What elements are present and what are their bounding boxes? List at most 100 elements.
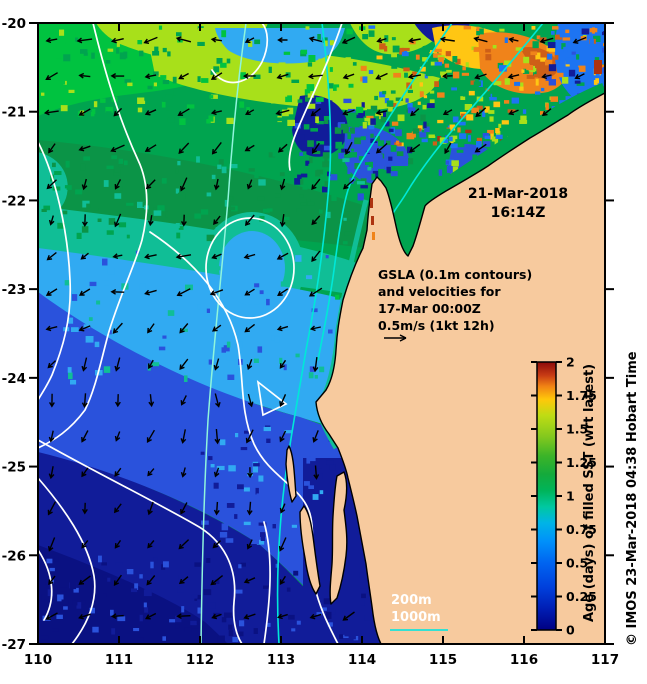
colorbar-tick-label: 1.75 xyxy=(566,388,597,403)
velocity-arrow xyxy=(474,143,487,153)
velocity-arrow xyxy=(311,142,320,154)
depth-1000m-label: 1000m xyxy=(391,610,441,625)
velocity-arrow xyxy=(178,142,190,154)
velocity-arrow xyxy=(114,179,122,190)
velocity-arrow xyxy=(114,431,121,442)
land-layer xyxy=(285,60,605,644)
velocity-arrow xyxy=(113,107,123,117)
velocity-arrow xyxy=(146,429,156,443)
velocity-arrow xyxy=(409,143,421,153)
velocity-arrow xyxy=(210,72,223,80)
velocity-arrow xyxy=(45,37,58,44)
velocity-arrow xyxy=(541,108,552,117)
velocity-arrow xyxy=(81,502,88,515)
velocity-arrow xyxy=(178,576,189,585)
velocity-arrow xyxy=(148,359,154,370)
velocity-arrow xyxy=(78,108,91,116)
velocity-arrow xyxy=(145,179,156,190)
colorbar-tick-label: 0 xyxy=(566,623,575,638)
velocity-arrow xyxy=(175,253,192,260)
velocity-arrow xyxy=(507,73,520,80)
map-datetime-annotation: 21-Mar-2018 16:14Z xyxy=(437,185,599,223)
velocity-arrow xyxy=(213,358,220,371)
velocity-arrow xyxy=(177,108,190,116)
x-tick-label: 110 xyxy=(24,652,52,668)
x-tick-label: 117 xyxy=(591,652,619,668)
mainland-coastline xyxy=(315,92,605,644)
velocity-arrow xyxy=(144,73,157,80)
velocity-arrow xyxy=(78,575,91,585)
velocity-arrow xyxy=(81,357,88,372)
dirk-hartog-island xyxy=(299,505,321,595)
velocity-arrow xyxy=(275,109,290,116)
colorbar-tick-label: 1.25 xyxy=(566,455,597,470)
colorbar-tick-label: 0.75 xyxy=(566,522,597,537)
velocity-arrow xyxy=(574,73,585,80)
gsla-line1: GSLA (0.1m contours) xyxy=(378,267,533,282)
y-tick-label: -21 xyxy=(2,105,26,121)
velocity-arrow xyxy=(247,393,254,408)
velocity-arrow xyxy=(210,575,224,586)
velocity-arrow xyxy=(276,325,289,332)
velocity-arrow xyxy=(81,393,88,409)
velocity-arrow xyxy=(279,430,287,443)
nearshore-band xyxy=(405,83,605,217)
velocity-arrow xyxy=(279,575,286,585)
velocity-arrow xyxy=(444,142,452,155)
colorbar-bar xyxy=(536,361,557,631)
velocity-arrow xyxy=(110,288,125,295)
velocity-arrow xyxy=(243,253,256,260)
velocity-arrow xyxy=(212,540,221,549)
velocity-arrow xyxy=(376,37,387,44)
time-text: 16:14Z xyxy=(490,205,546,221)
velocity-arrow xyxy=(144,253,157,260)
velocity-arrow xyxy=(112,322,123,334)
velocity-arrow xyxy=(78,72,91,79)
velocity-arrow xyxy=(345,141,353,155)
velocity-arrow xyxy=(277,143,288,153)
velocity-arrow xyxy=(442,73,453,80)
velocity-arrow xyxy=(180,467,187,478)
x-tick-label: 111 xyxy=(105,652,133,668)
y-tick-label: -23 xyxy=(2,282,26,298)
velocity-arrow xyxy=(278,537,287,552)
y-tick-label: -26 xyxy=(2,548,26,564)
velocity-arrow xyxy=(242,73,256,80)
velocity-arrow xyxy=(310,108,321,117)
velocity-arrow xyxy=(309,325,321,332)
velocity-arrow xyxy=(407,73,422,80)
velocity-arrow xyxy=(180,395,187,406)
velocity-arrow xyxy=(213,178,220,191)
velocity-arrow xyxy=(176,288,191,297)
velocity-arrow xyxy=(147,501,154,516)
velocity-arrow xyxy=(308,36,323,43)
sst-age-raster-layer xyxy=(38,23,605,644)
y-tick-label: -24 xyxy=(2,371,26,387)
gsla-line2: and velocities for xyxy=(378,284,501,299)
velocity-arrow xyxy=(246,179,253,190)
velocity-arrow xyxy=(410,108,420,117)
velocity-arrow xyxy=(211,324,222,332)
velocity-arrow xyxy=(313,465,320,480)
velocity-arrow xyxy=(209,289,224,296)
velocity-arrow-field xyxy=(43,36,587,621)
velocity-arrow xyxy=(143,36,158,44)
velocity-arrow xyxy=(508,36,519,43)
velocity-arrow xyxy=(244,37,255,44)
velocity-arrow xyxy=(375,72,388,80)
velocity-arrow xyxy=(539,37,554,44)
velocity-arrow xyxy=(213,501,220,516)
velocity-scale-arrow xyxy=(384,334,407,342)
velocity-arrow xyxy=(311,215,321,226)
gsla-line3: 17-Mar 00:00Z xyxy=(378,301,481,316)
velocity-arrow xyxy=(78,613,91,620)
y-tick-label: -20 xyxy=(2,16,26,32)
velocity-arrow xyxy=(279,178,286,191)
colorbar-tick-label: 0.5 xyxy=(566,556,588,571)
velocity-arrow xyxy=(46,179,57,190)
velocity-arrow xyxy=(110,37,124,44)
velocity-arrow xyxy=(243,577,256,584)
velocity-arrow xyxy=(442,109,453,116)
colorbar-axis-label: Age (days) of filled SST (wrt latest) xyxy=(582,363,597,622)
